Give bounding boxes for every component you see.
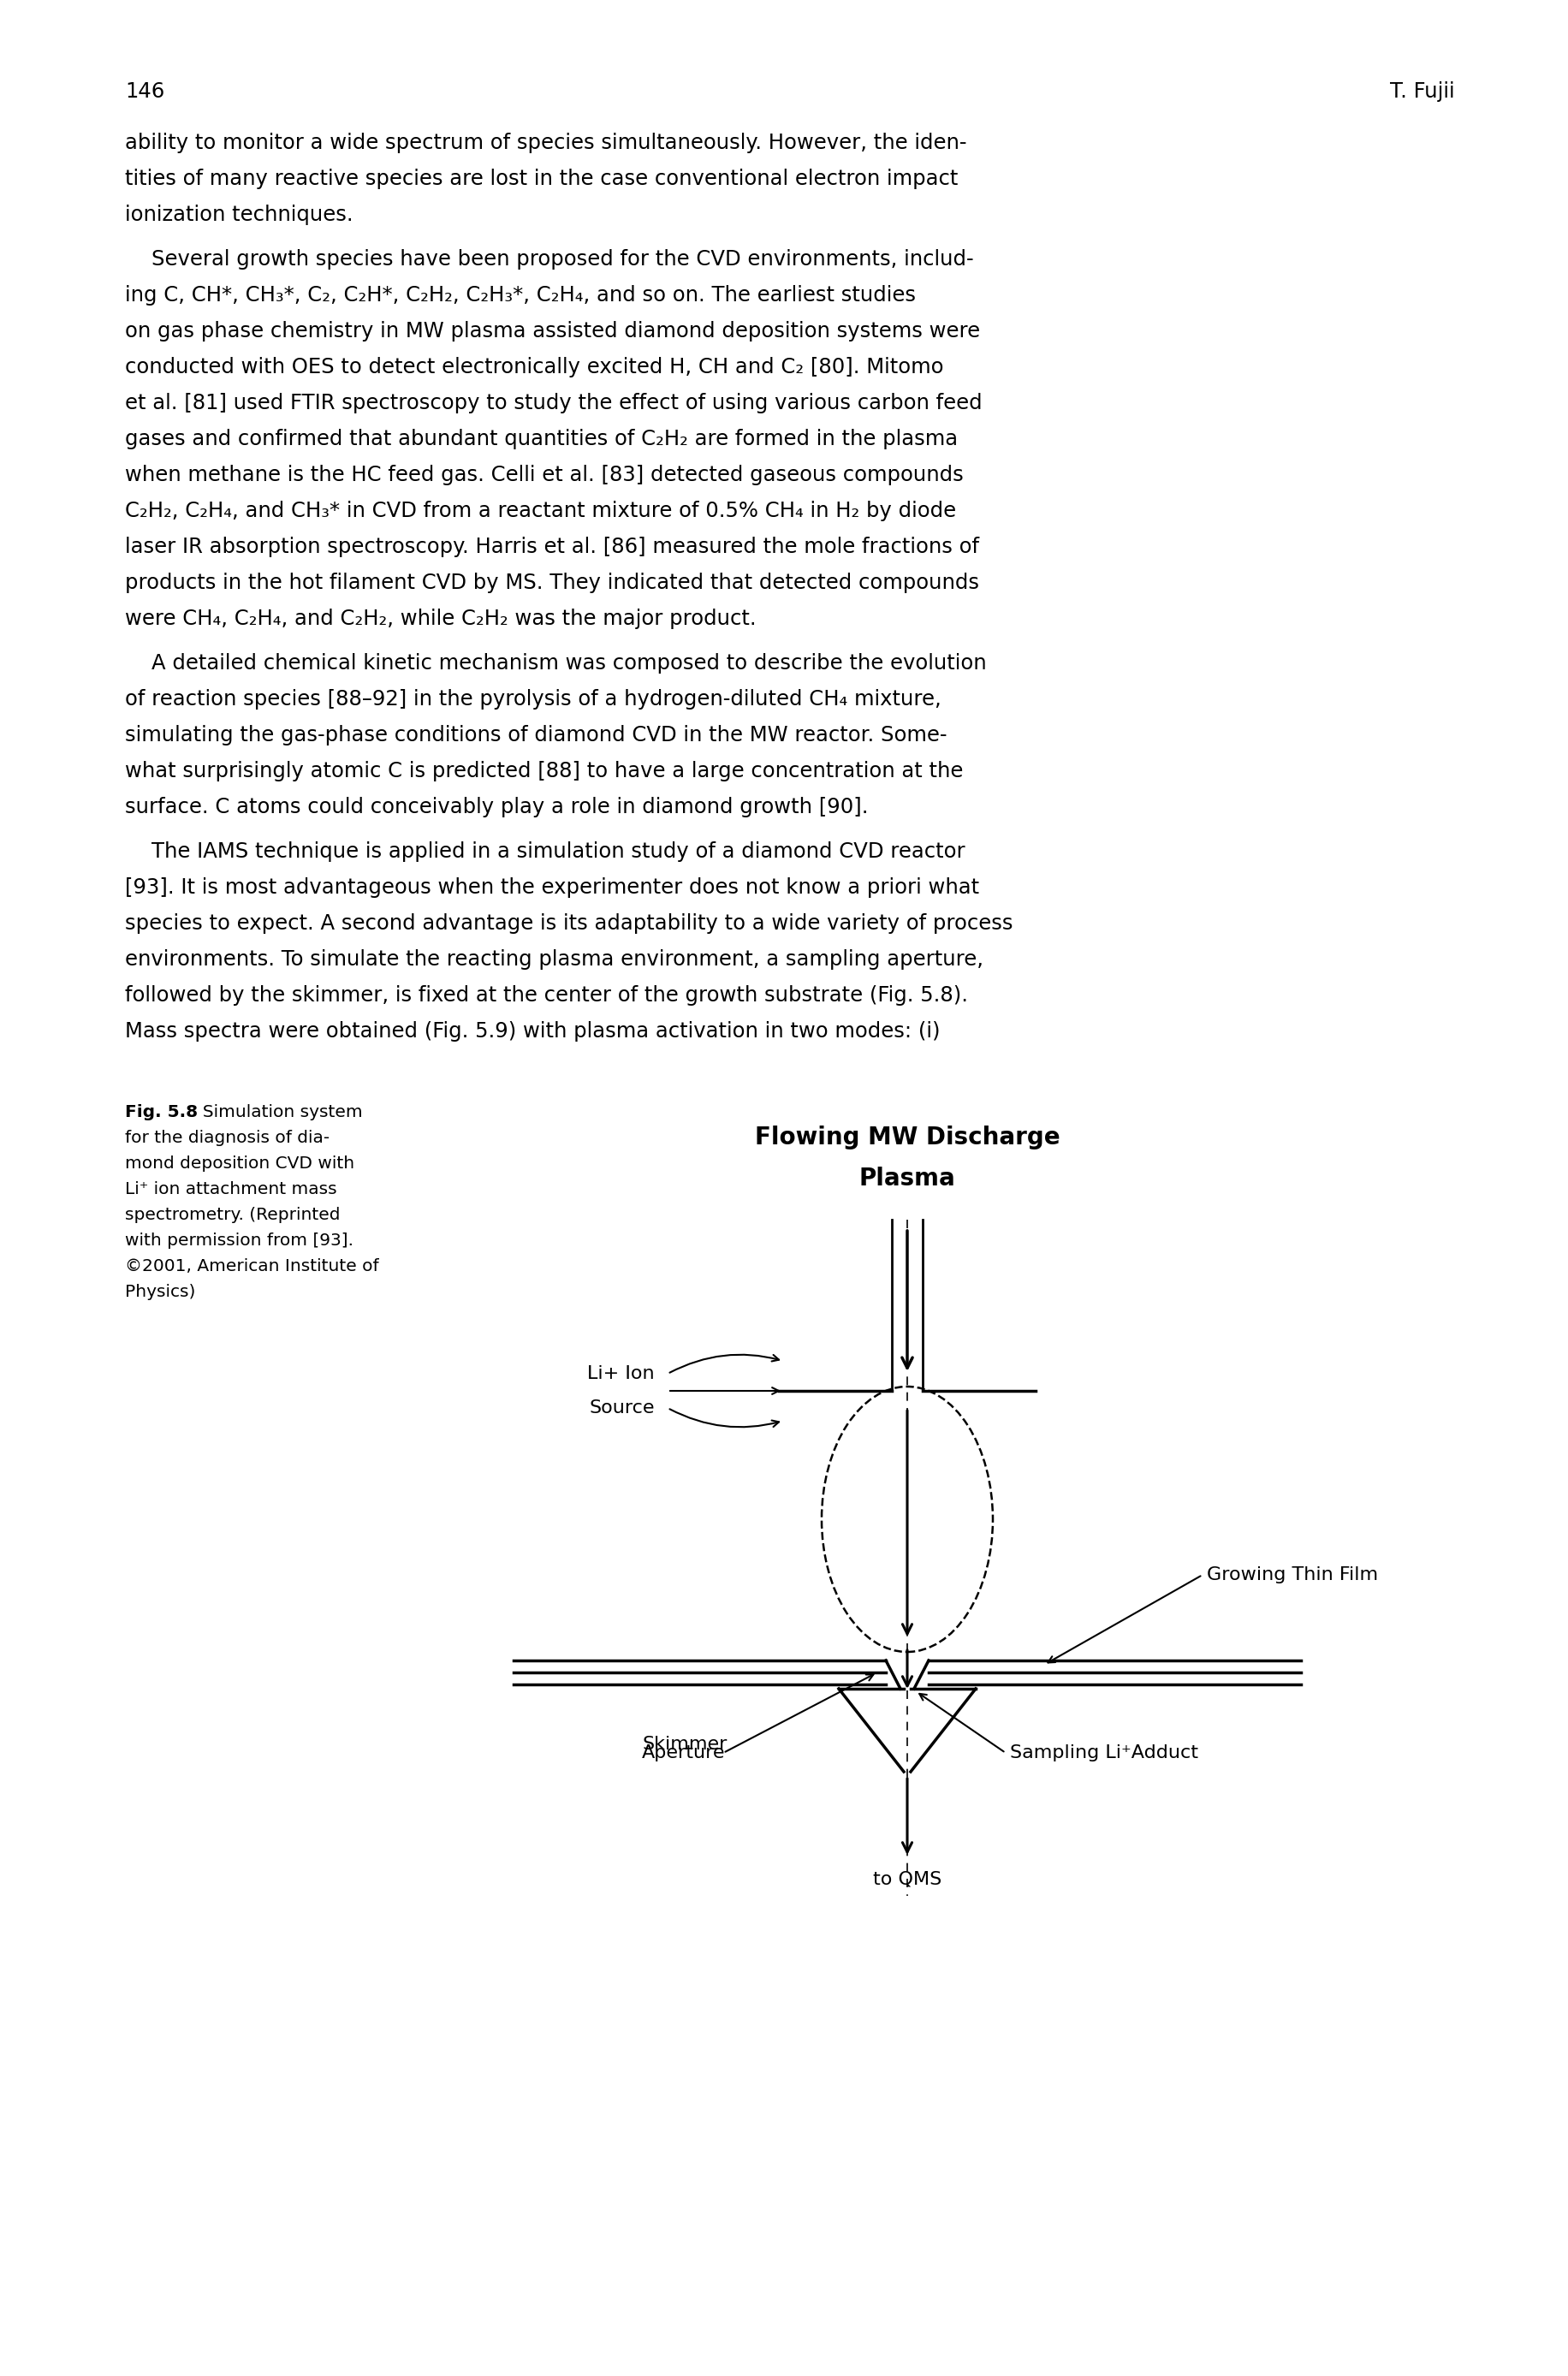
Text: species to expect. A second advantage is its adaptability to a wide variety of p: species to expect. A second advantage is… [125, 912, 1013, 934]
Text: conducted with OES to detect electronically excited H, CH and C₂ [80]. Mitomo: conducted with OES to detect electronica… [125, 356, 944, 378]
Text: laser IR absorption spectroscopy. Harris et al. [86] measured the mole fractions: laser IR absorption spectroscopy. Harris… [125, 537, 978, 558]
Text: followed by the skimmer, is fixed at the center of the growth substrate (Fig. 5.: followed by the skimmer, is fixed at the… [125, 986, 967, 1005]
Text: to QMS: to QMS [873, 1870, 942, 1887]
Text: gases and confirmed that abundant quantities of C₂H₂ are formed in the plasma: gases and confirmed that abundant quanti… [125, 428, 958, 449]
Text: Plasma: Plasma [859, 1167, 955, 1190]
Text: Mass spectra were obtained (Fig. 5.9) with plasma activation in two modes: (i): Mass spectra were obtained (Fig. 5.9) wi… [125, 1022, 941, 1041]
Text: T. Fujii: T. Fujii [1391, 81, 1455, 102]
Text: tities of many reactive species are lost in the case conventional electron impac: tities of many reactive species are lost… [125, 169, 958, 190]
Text: Li⁺ ion attachment mass: Li⁺ ion attachment mass [125, 1181, 337, 1198]
Text: environments. To simulate the reacting plasma environment, a sampling aperture,: environments. To simulate the reacting p… [125, 948, 983, 969]
Text: spectrometry. (Reprinted: spectrometry. (Reprinted [125, 1207, 340, 1224]
Text: Aperture: Aperture [641, 1744, 726, 1761]
Text: [93]. It is most advantageous when the experimenter does not know a priori what: [93]. It is most advantageous when the e… [125, 877, 980, 898]
Text: ©2001, American Institute of: ©2001, American Institute of [125, 1259, 379, 1274]
Text: mond deposition CVD with: mond deposition CVD with [125, 1155, 354, 1171]
Text: A detailed chemical kinetic mechanism was composed to describe the evolution: A detailed chemical kinetic mechanism wa… [125, 653, 986, 675]
Text: Growing Thin Film: Growing Thin Film [1207, 1566, 1378, 1582]
Text: Source: Source [590, 1399, 655, 1416]
Text: simulating the gas-phase conditions of diamond CVD in the MW reactor. Some-: simulating the gas-phase conditions of d… [125, 725, 947, 746]
Text: on gas phase chemistry in MW plasma assisted diamond deposition systems were: on gas phase chemistry in MW plasma assi… [125, 321, 980, 342]
Text: surface. C atoms could conceivably play a role in diamond growth [90].: surface. C atoms could conceivably play … [125, 796, 869, 817]
Text: what surprisingly atomic C is predicted [88] to have a large concentration at th: what surprisingly atomic C is predicted … [125, 760, 963, 782]
Text: with permission from [93].: with permission from [93]. [125, 1233, 353, 1250]
Text: ability to monitor a wide spectrum of species simultaneously. However, the iden-: ability to monitor a wide spectrum of sp… [125, 133, 967, 152]
Text: Li+ Ion: Li+ Ion [588, 1366, 655, 1383]
Text: of reaction species [88–92] in the pyrolysis of a hydrogen-diluted CH₄ mixture,: of reaction species [88–92] in the pyrol… [125, 689, 941, 710]
Text: Several growth species have been proposed for the CVD environments, includ-: Several growth species have been propose… [125, 249, 974, 268]
Text: products in the hot filament CVD by MS. They indicated that detected compounds: products in the hot filament CVD by MS. … [125, 573, 978, 594]
Text: ing C, CH*, CH₃*, C₂, C₂H*, C₂H₂, C₂H₃*, C₂H₄, and so on. The earliest studies: ing C, CH*, CH₃*, C₂, C₂H*, C₂H₂, C₂H₃*,… [125, 285, 916, 307]
Text: Physics): Physics) [125, 1283, 196, 1300]
Text: ionization techniques.: ionization techniques. [125, 204, 353, 226]
Text: C₂H₂, C₂H₄, and CH₃* in CVD from a reactant mixture of 0.5% CH₄ in H₂ by diode: C₂H₂, C₂H₄, and CH₃* in CVD from a react… [125, 501, 956, 520]
Text: Skimmer: Skimmer [641, 1737, 728, 1753]
Text: were CH₄, C₂H₄, and C₂H₂, while C₂H₂ was the major product.: were CH₄, C₂H₄, and C₂H₂, while C₂H₂ was… [125, 608, 756, 630]
Text: Fig. 5.8: Fig. 5.8 [125, 1105, 198, 1121]
Text: 146: 146 [125, 81, 165, 102]
Text: when methane is the HC feed gas. Celli et al. [83] detected gaseous compounds: when methane is the HC feed gas. Celli e… [125, 466, 963, 485]
Text: Sampling Li⁺Adduct: Sampling Li⁺Adduct [1010, 1744, 1198, 1761]
Text: The IAMS technique is applied in a simulation study of a diamond CVD reactor: The IAMS technique is applied in a simul… [125, 841, 966, 862]
Text: et al. [81] used FTIR spectroscopy to study the effect of using various carbon f: et al. [81] used FTIR spectroscopy to st… [125, 392, 982, 413]
Text: for the diagnosis of dia-: for the diagnosis of dia- [125, 1131, 329, 1145]
Text: Simulation system: Simulation system [191, 1105, 362, 1121]
Text: Flowing MW Discharge: Flowing MW Discharge [754, 1126, 1060, 1150]
